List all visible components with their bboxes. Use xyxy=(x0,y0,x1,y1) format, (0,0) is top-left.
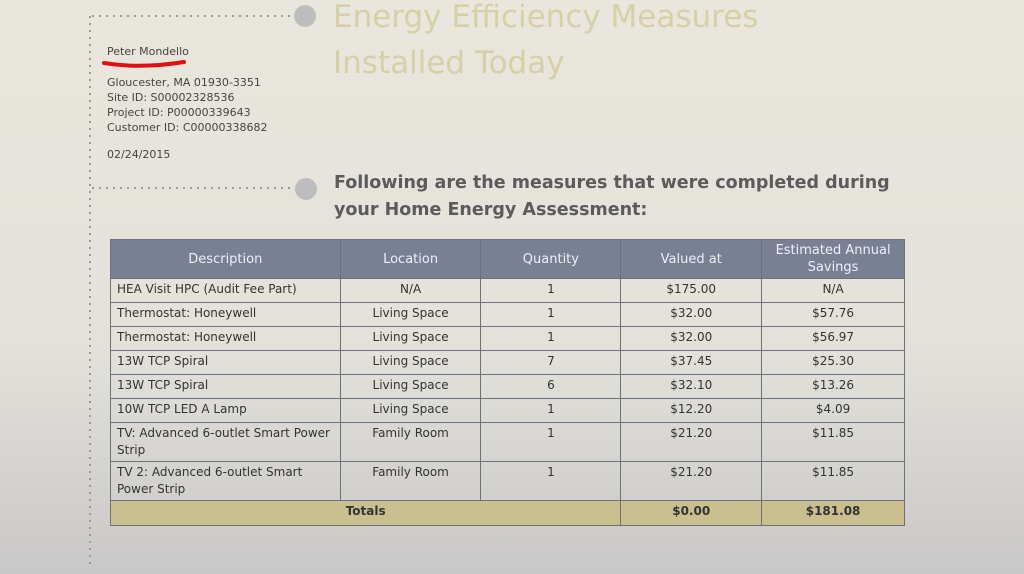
date: 02/24/2015 xyxy=(107,148,171,161)
cell: Thermostat: Honeywell xyxy=(110,302,341,327)
column-header: Quantity xyxy=(480,239,622,279)
column-header: Description xyxy=(110,239,341,279)
cell: $12.20 xyxy=(620,398,763,423)
totals-savings: $181.08 xyxy=(761,500,905,526)
bullet xyxy=(294,5,316,27)
table-row: TV: Advanced 6-outlet Smart Power Strip F… xyxy=(110,422,905,462)
cell: $37.45 xyxy=(620,350,763,375)
column-header: Valued at xyxy=(620,239,763,279)
cell: 1 xyxy=(480,422,622,462)
cell: $32.10 xyxy=(620,374,763,399)
cell: N/A xyxy=(761,278,905,303)
cell: $11.85 xyxy=(761,461,905,501)
cell: Living Space xyxy=(339,302,482,327)
cell: Living Space xyxy=(339,326,482,351)
customer-name: Peter Mondello xyxy=(107,45,189,58)
cell: $57.76 xyxy=(761,302,905,327)
bullet xyxy=(295,178,317,200)
cell: $21.20 xyxy=(620,461,763,501)
cell: 1 xyxy=(480,326,622,351)
cell: 10W TCP LED A Lamp xyxy=(110,398,341,423)
header-row: Description Location Quantity Valued at Esti… xyxy=(110,239,905,279)
cell: $25.30 xyxy=(761,350,905,375)
cell: N/A xyxy=(339,278,482,303)
cell: Thermostat: Honeywell xyxy=(110,326,341,351)
table-row: 13W TCP Spiral Living Space 7 $37.45 $25.30 xyxy=(110,350,905,375)
table-row: Thermostat: Honeywell Living Space 1 $32.00… xyxy=(110,302,905,327)
cell: $21.20 xyxy=(620,422,763,462)
cell: $32.00 xyxy=(620,326,763,351)
measures-table: Description Location Quantity Valued at Esti… xyxy=(109,239,905,526)
cell: 1 xyxy=(480,398,622,423)
customer-info: Peter Mondello Gloucester, MA 01930-3351… xyxy=(107,44,268,162)
totals-row: Totals $0.00 $181.08 xyxy=(109,500,905,526)
customer-id: Customer ID: C00000338682 xyxy=(107,121,268,134)
cell: 13W TCP Spiral xyxy=(110,374,341,399)
site-id: Site ID: S00002328536 xyxy=(107,91,235,104)
cell: Family Room xyxy=(339,422,482,462)
cell: HEA Visit HPC (Audit Fee Part) xyxy=(110,278,341,303)
cell: 7 xyxy=(480,350,622,375)
underline xyxy=(102,60,186,68)
cell: TV 2: Advanced 6-outlet Smart Power Stri… xyxy=(110,461,341,501)
cell: $175.00 xyxy=(620,278,763,303)
column-header: Location xyxy=(339,239,482,279)
cell: $11.85 xyxy=(761,422,905,462)
table-row: HEA Visit HPC (Audit Fee Part) N/A 1 $175.0… xyxy=(110,278,905,303)
totals-valued: $0.00 xyxy=(620,500,763,526)
cell: Family Room xyxy=(339,461,482,501)
table-row: TV 2: Advanced 6-outlet Smart Power Stri… xyxy=(110,461,905,501)
table-row: 13W TCP Spiral Living Space 6 $32.10 $13.26 xyxy=(110,374,905,399)
table-row: 10W TCP LED A Lamp Living Space 1 $12.20 $4.… xyxy=(110,398,905,423)
cell: TV: Advanced 6-outlet Smart Power Strip xyxy=(110,422,341,462)
cell: 6 xyxy=(480,374,622,399)
table-row: Thermostat: Honeywell Living Space 1 $32.00… xyxy=(110,326,905,351)
cell: $32.00 xyxy=(620,302,763,327)
column-header: Estimated Annual Savings xyxy=(761,239,905,279)
cell: 1 xyxy=(480,278,622,303)
cell: Living Space xyxy=(339,374,482,399)
address: Gloucester, MA 01930-3351 xyxy=(107,76,261,89)
cell: 1 xyxy=(480,302,622,327)
cell: $56.97 xyxy=(761,326,905,351)
cell: $13.26 xyxy=(761,374,905,399)
subtitle: Following are the measures that were com… xyxy=(334,173,890,220)
cell: 1 xyxy=(480,461,622,501)
cell: Living Space xyxy=(339,398,482,423)
cell: Living Space xyxy=(339,350,482,375)
project-id: Project ID: P00000339643 xyxy=(107,106,251,119)
totals-label: Totals xyxy=(109,500,622,526)
cell: 13W TCP Spiral xyxy=(110,350,341,375)
title: Energy Efficiency Measures Installed Tod… xyxy=(333,0,759,81)
cell: $4.09 xyxy=(761,398,905,423)
